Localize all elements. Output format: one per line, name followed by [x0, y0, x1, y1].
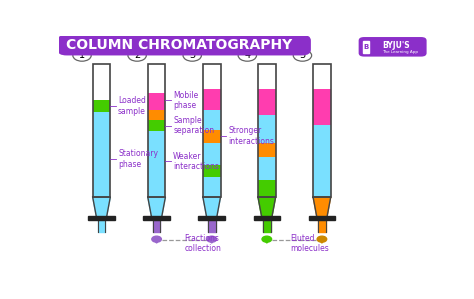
Polygon shape — [199, 216, 225, 220]
Bar — [313, 63, 331, 197]
Bar — [258, 157, 275, 180]
Text: Weaker
interactions: Weaker interactions — [173, 152, 219, 171]
Text: Sample
separation: Sample separation — [173, 116, 214, 135]
FancyBboxPatch shape — [57, 35, 311, 55]
Polygon shape — [309, 216, 335, 220]
Circle shape — [152, 236, 161, 242]
Circle shape — [183, 50, 201, 61]
Bar — [258, 63, 275, 197]
FancyBboxPatch shape — [359, 37, 427, 57]
Polygon shape — [264, 239, 269, 243]
Bar — [148, 109, 165, 120]
Text: Fractions
collection: Fractions collection — [184, 234, 221, 254]
Text: B: B — [364, 44, 369, 50]
Text: Stronger
interactions: Stronger interactions — [228, 126, 274, 146]
Polygon shape — [148, 197, 165, 218]
Polygon shape — [203, 197, 220, 218]
Bar — [93, 112, 110, 197]
Bar — [93, 100, 110, 197]
Text: Eluted
molecules: Eluted molecules — [291, 234, 329, 254]
Circle shape — [73, 50, 91, 61]
Text: 5: 5 — [299, 51, 306, 60]
Text: Stationary
phase: Stationary phase — [118, 150, 158, 169]
Bar — [258, 115, 275, 143]
Circle shape — [317, 236, 327, 242]
Bar — [258, 143, 275, 157]
Polygon shape — [88, 216, 115, 220]
Bar — [203, 63, 220, 197]
Polygon shape — [98, 220, 105, 233]
Polygon shape — [263, 220, 271, 233]
Bar — [203, 89, 220, 109]
Bar — [93, 63, 110, 100]
Circle shape — [293, 50, 311, 61]
Bar — [93, 63, 110, 197]
Text: The Learning App: The Learning App — [382, 50, 418, 54]
Bar — [258, 180, 275, 197]
Text: Loaded
sample: Loaded sample — [118, 96, 146, 116]
Bar — [203, 165, 220, 178]
Bar — [203, 63, 220, 89]
Bar — [203, 130, 220, 143]
Bar — [148, 63, 165, 93]
Text: Mobile
phase: Mobile phase — [173, 91, 199, 110]
Text: BYJU'S: BYJU'S — [382, 41, 410, 50]
Bar — [148, 132, 165, 197]
Polygon shape — [364, 41, 369, 53]
Polygon shape — [319, 239, 325, 243]
Polygon shape — [318, 220, 326, 233]
Text: 2: 2 — [134, 51, 140, 60]
Circle shape — [262, 236, 272, 242]
Text: 1: 1 — [79, 51, 85, 60]
Polygon shape — [208, 220, 216, 233]
Polygon shape — [154, 239, 159, 243]
Polygon shape — [209, 239, 214, 243]
Bar — [258, 89, 275, 115]
Bar — [148, 120, 165, 132]
Polygon shape — [93, 197, 110, 218]
Polygon shape — [254, 216, 280, 220]
Polygon shape — [143, 216, 170, 220]
Circle shape — [238, 50, 256, 61]
Circle shape — [128, 50, 146, 61]
Text: 4: 4 — [244, 51, 250, 60]
Bar — [203, 178, 220, 197]
Polygon shape — [258, 197, 275, 218]
Bar — [313, 63, 331, 89]
Bar — [148, 93, 165, 109]
Text: 3: 3 — [189, 51, 195, 60]
Bar — [148, 63, 165, 197]
Bar — [93, 100, 110, 112]
Circle shape — [207, 236, 217, 242]
Bar — [203, 143, 220, 165]
Bar — [258, 63, 275, 89]
Bar — [313, 89, 331, 124]
Text: COLUMN CHROMATOGRAPHY: COLUMN CHROMATOGRAPHY — [66, 38, 292, 52]
Bar — [313, 124, 331, 197]
Polygon shape — [153, 220, 161, 233]
Bar — [203, 109, 220, 130]
Polygon shape — [313, 197, 331, 218]
